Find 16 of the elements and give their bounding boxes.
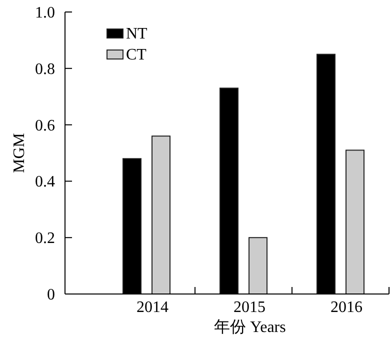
legend-label: NT — [126, 26, 148, 42]
y-tick-label: 0.8 — [35, 60, 55, 78]
y-tick-label: 0.2 — [35, 230, 55, 248]
bar — [248, 237, 268, 294]
y-axis-title: MGM — [11, 132, 28, 174]
y-tick-label: 0.4 — [35, 174, 55, 191]
y-tick-label: 0.6 — [35, 117, 55, 134]
bar — [152, 136, 170, 294]
x-tick-label: 2016 — [330, 299, 362, 316]
legend-label: CT — [126, 46, 147, 64]
y-tick-label: 1.0 — [35, 4, 55, 22]
x-tick-label: 2014 — [136, 299, 168, 316]
x-tick-label: 2015 — [234, 299, 266, 316]
bar — [346, 150, 364, 294]
x-axis-title: 年份 Years — [214, 319, 286, 336]
y-tick-label: 0 — [47, 286, 55, 304]
